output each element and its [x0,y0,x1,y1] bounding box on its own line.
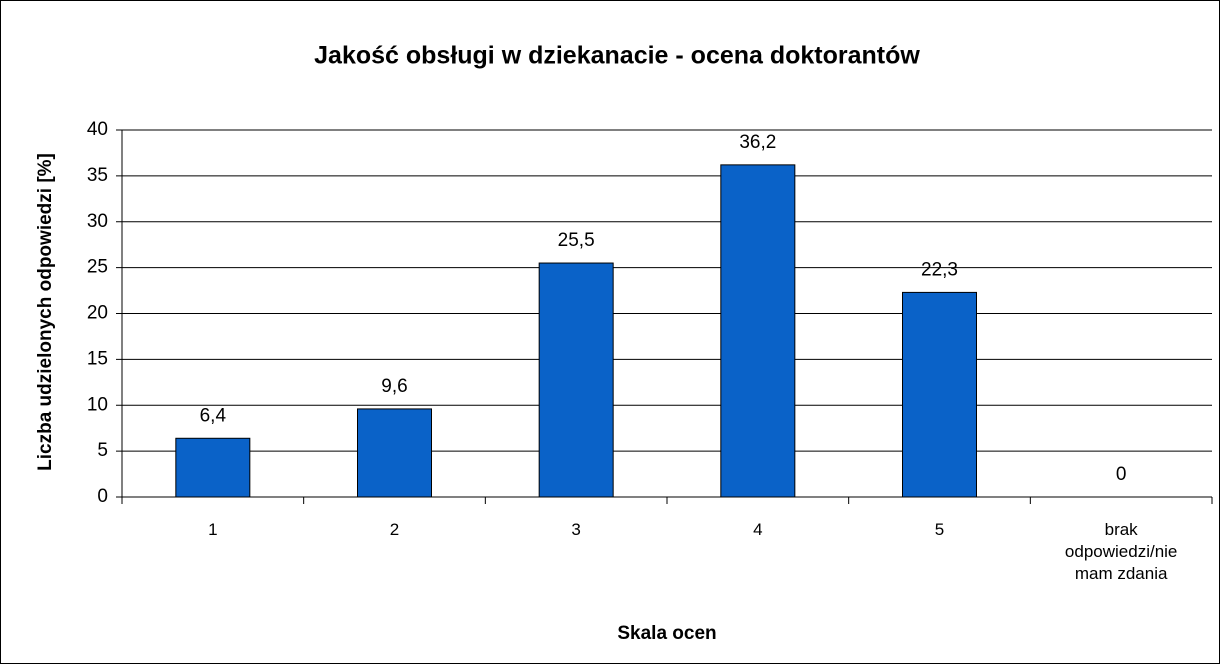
x-axis-title: Skala ocen [617,623,716,644]
bar [357,408,432,498]
data-label: 9,6 [381,376,407,397]
chart-title: Jakość obsługi w dziekanacie - ocena dok… [314,42,920,70]
y-tick-label: 15 [87,348,108,369]
y-tick-label: 35 [87,165,108,186]
bar [720,164,796,498]
x-tick-label: brak odpowiedzi/nie mam zdania [1064,520,1178,583]
y-tick-label: 5 [97,440,108,461]
data-label: 0 [1116,464,1127,485]
x-tick-label: 2 [389,520,400,539]
y-tick-label: 0 [97,486,108,507]
data-label: 6,4 [200,405,227,426]
data-label: 22,3 [921,259,958,280]
x-tick-label: 4 [753,520,763,539]
y-tick-label: 10 [87,394,108,415]
bar [175,437,251,498]
y-tick-label: 20 [87,303,108,324]
x-tick-label: 1 [208,520,218,539]
bar [902,291,977,498]
x-tick-label: 5 [934,520,945,539]
y-axis-title: Liczba udzielonych odpowiedzi [%] [35,153,56,471]
y-tick-label: 40 [87,119,108,140]
bar [538,262,614,498]
y-tick-label: 30 [87,211,108,232]
y-tick-label: 25 [87,257,108,278]
data-label: 36,2 [739,132,776,153]
data-label: 25,5 [558,230,595,251]
x-tick-label: 3 [571,520,581,539]
